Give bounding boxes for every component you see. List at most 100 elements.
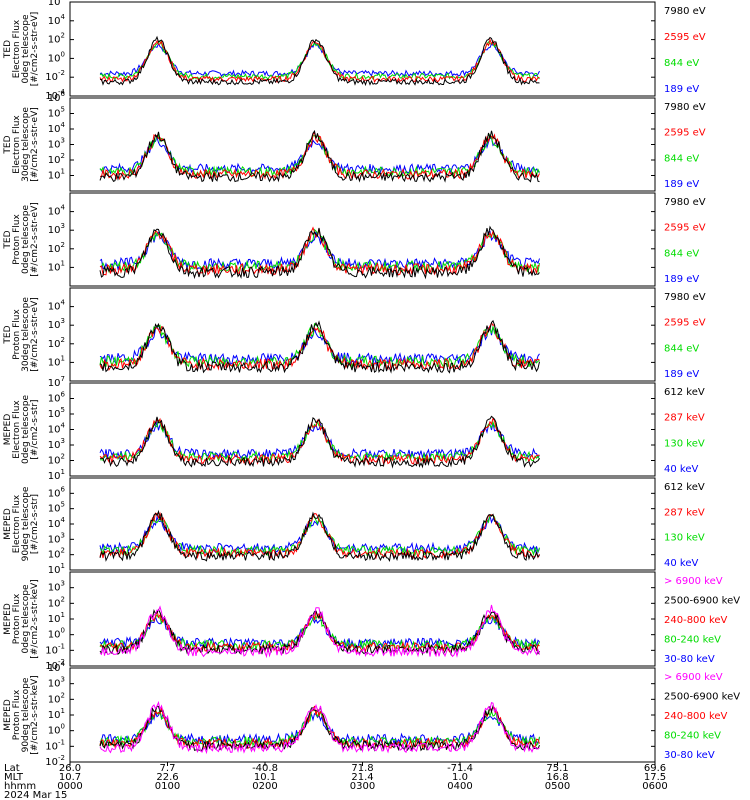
series-trace xyxy=(99,604,540,659)
x-tick-label-hhmm: 0300 xyxy=(350,781,375,792)
y-axis-label: [#/cm2-s-str-keV] xyxy=(30,579,40,658)
y-axis-label: MEPED xyxy=(3,508,13,540)
y-tick-label: 105 xyxy=(48,406,65,420)
y-axis-label: [#/cm2-s-str] xyxy=(30,399,40,459)
series-trace xyxy=(99,417,540,466)
legend-entry: 287 keV xyxy=(664,413,705,424)
y-tick-label: 104 xyxy=(48,121,66,135)
y-axis-label: Electron Flux xyxy=(12,400,22,459)
legend-entry: 80-240 keV xyxy=(664,731,721,742)
y-axis-label: [#/cm2-s-str-eV] xyxy=(30,202,40,277)
y-tick-label: 103 xyxy=(48,222,65,236)
y-tick-label: 101 xyxy=(48,468,65,482)
y-axis-label: TED xyxy=(3,325,13,344)
legend-entry: 2500-6900 keV xyxy=(664,596,740,607)
x-tick-label-lat: 26.0 xyxy=(59,763,81,774)
y-tick-label: 107 xyxy=(48,375,65,389)
y-tick-label: 104 xyxy=(48,13,66,27)
y-axis-label: Proton Flux xyxy=(12,214,22,265)
y-tick-label: 106 xyxy=(48,0,66,8)
series-trace xyxy=(99,511,540,560)
panel-3: 101 102 103 104 TED Proton Flux 0deg telescope… xyxy=(3,192,706,287)
y-tick-label: 106 xyxy=(48,485,66,499)
legend-entry: > 6900 keV xyxy=(664,672,723,683)
x-tick-label-lat: 7.7 xyxy=(160,763,176,774)
y-axis-label: Electron Flux xyxy=(12,494,22,553)
y-axis-label: MEPED xyxy=(3,699,13,731)
panel-frame xyxy=(69,1,656,97)
legend-entry: 30-80 keV xyxy=(664,654,715,665)
y-axis-label: 90deg telescope xyxy=(21,486,31,561)
y-tick-label: 102 xyxy=(48,152,65,166)
legend-entry: 7980 eV xyxy=(664,292,706,303)
y-tick-label: 105 xyxy=(48,106,65,120)
y-tick-label: 10-1 xyxy=(45,642,65,656)
y-tick-label: 101 xyxy=(48,611,65,625)
y-tick-label: 106 xyxy=(48,391,66,405)
series-trace xyxy=(99,37,540,84)
y-axis-label: 0deg telescope xyxy=(21,205,31,275)
series-trace xyxy=(99,230,540,272)
legend-entry: 2595 eV xyxy=(664,128,706,139)
series-trace xyxy=(99,40,540,81)
x-tick-label-mlt: 10.7 xyxy=(59,772,81,783)
legend-entry: 30-80 keV xyxy=(664,750,715,761)
x-row-label: Lat xyxy=(4,763,20,774)
y-tick-label: 105 xyxy=(48,501,65,515)
y-tick-label: 104 xyxy=(48,299,66,313)
y-tick-label: 104 xyxy=(48,204,66,218)
y-axis-label: [#/cm2-s-str-eV] xyxy=(30,12,40,87)
y-tick-label: 102 xyxy=(48,595,65,609)
y-tick-label: 103 xyxy=(48,317,65,331)
y-axis-label: 0deg telescope xyxy=(21,395,31,465)
x-tick-label-mlt: 21.4 xyxy=(351,772,373,783)
y-tick-label: 102 xyxy=(48,32,65,46)
x-tick-label-mlt: 22.6 xyxy=(156,772,178,783)
y-axis-label: Electron Flux xyxy=(12,115,22,174)
y-axis-label: 90deg telescope xyxy=(21,677,31,752)
y-tick-label: 103 xyxy=(48,580,65,594)
legend-entry: 40 keV xyxy=(664,464,698,475)
legend-entry: 80-240 keV xyxy=(664,635,721,646)
series-trace xyxy=(99,35,540,87)
legend-entry: 844 eV xyxy=(664,153,699,164)
panel-frame xyxy=(69,287,656,382)
y-tick-label: 101 xyxy=(48,707,65,721)
legend-entry: 844 eV xyxy=(664,343,699,354)
legend-entry: 2500-6900 keV xyxy=(664,692,740,703)
legend-entry: 189 eV xyxy=(664,274,699,285)
x-tick-label-mlt: 1.0 xyxy=(452,772,468,783)
y-tick-label: 10-1 xyxy=(45,738,65,752)
x-tick-label-mlt: 17.5 xyxy=(644,772,666,783)
x-tick-label-lat: 69.6 xyxy=(644,763,666,774)
y-tick-label: 104 xyxy=(48,422,66,436)
y-tick-label: 102 xyxy=(48,241,65,255)
series-trace xyxy=(99,319,540,374)
legend-entry: 189 eV xyxy=(664,179,699,190)
y-axis-label: [#/cm2-s-str-eV] xyxy=(30,107,40,182)
legend-entry: 240-800 keV xyxy=(664,711,728,722)
y-axis-label: 0deg telescope xyxy=(21,584,31,654)
y-tick-label: 104 xyxy=(48,516,66,530)
legend-entry: 844 eV xyxy=(664,58,699,69)
y-tick-label: 103 xyxy=(48,531,65,545)
legend-entry: 2595 eV xyxy=(664,32,706,43)
y-tick-label: 101 xyxy=(48,259,65,273)
series-trace xyxy=(99,700,540,755)
legend-entry: 7980 eV xyxy=(664,6,706,17)
y-tick-label: 101 xyxy=(48,354,65,368)
series-trace xyxy=(99,129,540,183)
series-trace xyxy=(100,131,540,181)
y-axis-label: 30deg telescope xyxy=(21,107,31,182)
y-tick-label: 103 xyxy=(48,437,65,451)
y-axis-label: [#/cm2-s-str-eV] xyxy=(30,297,40,372)
legend-entry: 612 keV xyxy=(664,387,705,398)
y-axis-label: TED xyxy=(3,135,13,154)
series-trace xyxy=(99,225,540,280)
y-tick-label: 104 xyxy=(48,660,66,674)
legend-entry: 7980 eV xyxy=(664,197,706,208)
